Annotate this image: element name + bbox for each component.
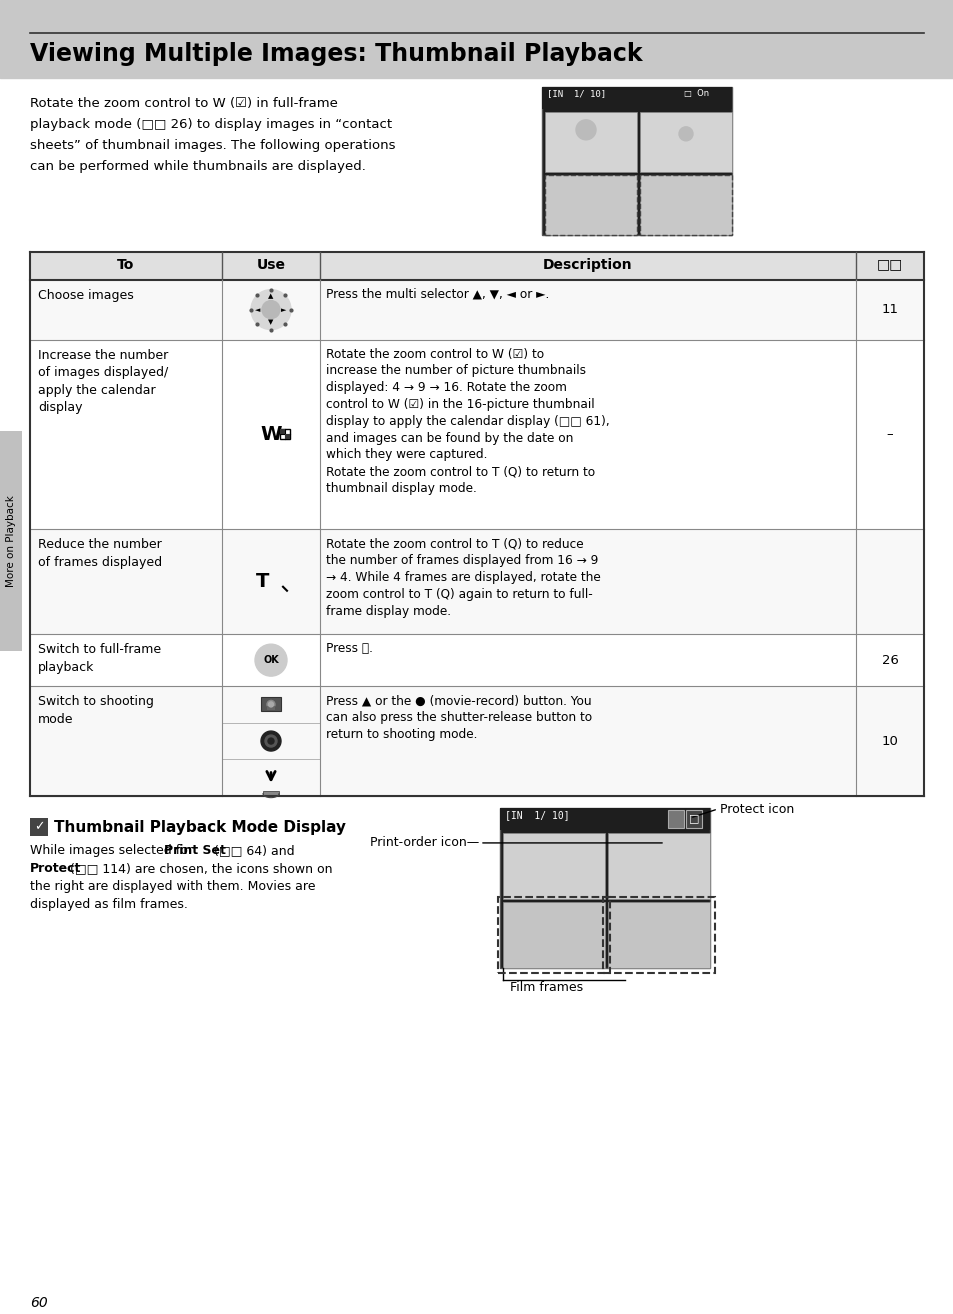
Circle shape [254,644,287,677]
Text: Rotate the zoom control to T (Q) to reduce
the number of frames displayed from 1: Rotate the zoom control to T (Q) to redu… [326,537,600,618]
Text: Viewing Multiple Images: Thumbnail Playback: Viewing Multiple Images: Thumbnail Playb… [30,42,642,66]
Bar [30,635,923,686]
Text: □: □ [688,813,699,823]
Text: the right are displayed with them. Movies are: the right are displayed with them. Movie… [30,880,315,894]
Text: Film frames: Film frames [510,980,582,993]
Bar [30,817,48,836]
Bar [544,175,637,235]
Text: Thumbnail Playback Mode Display: Thumbnail Playback Mode Display [54,820,346,834]
Circle shape [679,127,692,141]
Bar [280,430,290,439]
Circle shape [268,738,274,744]
Circle shape [576,120,596,139]
Circle shape [268,702,274,707]
Text: Description: Description [542,258,632,272]
Text: Use: Use [256,258,285,272]
Bar [30,686,923,796]
Bar [30,252,923,280]
Text: Increase the number
of images displayed/
apply the calendar
display: Increase the number of images displayed/… [38,348,168,414]
Text: Press the multi selector ▲, ▼, ◄ or ►.: Press the multi selector ▲, ▼, ◄ or ►. [326,288,549,301]
Text: Switch to full-frame
playback: Switch to full-frame playback [38,643,161,674]
Text: Rotate the zoom control to W (☑) to
increase the number of picture thumbnails
di: Rotate the zoom control to W (☑) to incr… [326,348,609,495]
Text: [IN  1/ 10]: [IN 1/ 10] [504,809,569,820]
Bar [602,897,714,972]
Text: ▼: ▼ [268,319,274,326]
Text: W: W [260,424,281,444]
Bar [30,280,923,339]
Bar [667,809,683,828]
Text: ►: ► [281,306,287,313]
Text: □□: □□ [876,258,902,272]
Bar [639,175,731,235]
Bar [541,87,731,109]
Text: Rotate the zoom control to W (☑) in full-frame: Rotate the zoom control to W (☑) in full… [30,97,337,110]
Text: [IN  1/ 10]: [IN 1/ 10] [546,89,605,97]
Text: (□□ 114) are chosen, the icons shown on: (□□ 114) are chosen, the icons shown on [66,862,333,875]
Bar [30,339,923,530]
Text: Press ▲ or the ● (movie-record) button. You
can also press the shutter-release b: Press ▲ or the ● (movie-record) button. … [326,694,592,741]
Text: 11: 11 [881,304,898,317]
Text: To: To [117,258,134,272]
Circle shape [265,735,276,748]
Text: ▲: ▲ [268,293,274,300]
Bar [499,808,709,830]
Bar [607,901,709,968]
Bar [499,808,709,968]
Text: 60: 60 [30,1297,48,1310]
Text: Protect icon: Protect icon [720,803,794,816]
Text: □  On: □ On [683,89,708,97]
Bar [280,430,285,435]
Text: Switch to shooting
mode: Switch to shooting mode [38,695,153,725]
Text: –: – [885,428,892,442]
Bar [502,833,604,899]
Text: 26: 26 [881,653,898,666]
Text: sheets” of thumbnail images. The following operations: sheets” of thumbnail images. The followi… [30,139,395,152]
Bar [639,175,731,235]
Bar [544,175,637,235]
Bar [263,791,278,796]
Bar [30,530,923,635]
Bar [285,435,290,439]
Text: T: T [256,573,270,591]
Text: can be performed while thumbnails are displayed.: can be performed while thumbnails are di… [30,160,366,173]
Bar [685,809,701,828]
Bar [0,0,953,78]
Text: Protect: Protect [30,862,81,875]
Bar [267,707,274,711]
Circle shape [267,700,274,708]
Bar [544,112,637,172]
Text: Press Ⓚ.: Press Ⓚ. [326,643,373,656]
Bar [261,698,281,711]
Bar [0,431,22,652]
Text: Print Set: Print Set [164,844,226,857]
Bar [497,897,609,972]
Circle shape [261,731,281,752]
Bar [639,112,731,172]
Circle shape [251,289,291,330]
Bar [607,833,709,899]
Bar [502,901,604,968]
Text: ✓: ✓ [33,820,44,833]
Text: Print-order icon—: Print-order icon— [370,837,478,849]
Bar [541,87,731,235]
Circle shape [262,301,280,318]
Text: (□□ 64) and: (□□ 64) and [210,844,294,857]
Text: More on Playback: More on Playback [6,495,16,587]
Text: playback mode (□□ 26) to display images in “contact: playback mode (□□ 26) to display images … [30,118,392,131]
Text: ◄: ◄ [255,306,260,313]
Text: OK: OK [263,656,278,665]
Text: While images selected for: While images selected for [30,844,196,857]
Text: Choose images: Choose images [38,289,133,302]
Text: displayed as film frames.: displayed as film frames. [30,897,188,911]
Text: Reduce the number
of frames displayed: Reduce the number of frames displayed [38,539,162,569]
Text: 10: 10 [881,735,898,748]
